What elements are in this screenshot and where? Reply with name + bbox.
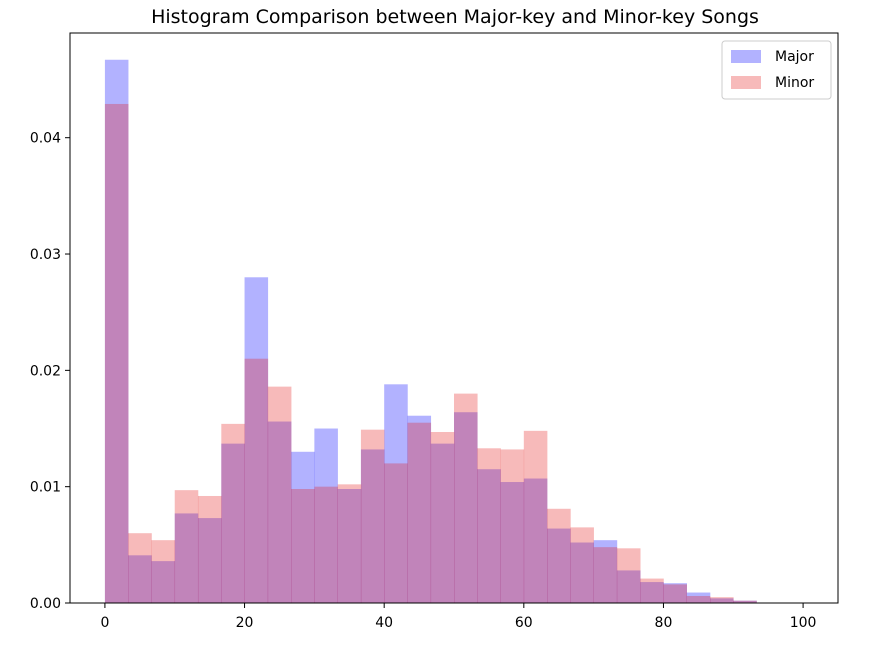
bar-minor-1 [128, 533, 152, 603]
chart-title: Histogram Comparison between Major-key a… [151, 6, 759, 28]
legend-swatch-minor [731, 76, 761, 89]
bar-minor-5 [221, 423, 245, 603]
bar-major-3 [174, 513, 199, 603]
x-tick-label-100: 100 [790, 615, 817, 631]
bar-major-9 [314, 428, 338, 603]
legend-label-major: Major [775, 49, 814, 65]
bar-major-7 [267, 421, 292, 603]
bar-major-8 [291, 451, 315, 603]
bar-major-1 [128, 555, 152, 603]
bar-major-0 [104, 59, 129, 603]
bar-minor-16 [477, 448, 501, 603]
bar-major-11 [360, 449, 385, 603]
bar-major-5 [221, 443, 245, 603]
bar-major-6 [244, 277, 269, 603]
bar-major-17 [500, 482, 525, 603]
bar-minor-24 [663, 584, 687, 603]
x-tick-label-40: 40 [375, 615, 393, 631]
y-tick-label-3: 0.03 [30, 247, 61, 263]
bar-minor-6 [244, 358, 269, 603]
bar-minor-25 [686, 596, 711, 603]
legend-label-minor: Minor [775, 75, 814, 91]
y-axis: 0.00 0.01 0.02 0.03 0.04 [30, 131, 70, 612]
bar-minor-15 [454, 393, 478, 603]
bar-minor-8 [291, 489, 315, 603]
bar-minor-11 [360, 429, 385, 603]
bar-minor-23 [640, 578, 664, 603]
bar-minor-21 [593, 547, 618, 603]
bar-minor-4 [197, 495, 222, 603]
bar-minor-10 [337, 484, 362, 603]
bar-minor-9 [314, 486, 338, 603]
x-tick-label-20: 20 [236, 615, 254, 631]
bar-major-18 [523, 478, 548, 603]
bar-minor-22 [616, 548, 641, 603]
y-tick-label-1: 0.01 [30, 480, 61, 496]
bar-major-23 [640, 582, 664, 603]
y-tick-label-2: 0.02 [30, 363, 61, 379]
x-axis: 0 20 40 60 80 100 [100, 603, 816, 631]
bar-minor-19 [547, 508, 571, 603]
bar-major-24 [663, 583, 687, 603]
bar-major-12 [384, 384, 408, 603]
bar-minor-7 [267, 386, 292, 603]
legend-swatch-major [731, 50, 761, 63]
bar-major-14 [430, 443, 455, 603]
x-tick-label-0: 0 [100, 615, 109, 631]
bar-major-25 [686, 592, 711, 603]
bar-minor-14 [430, 432, 455, 603]
bar-minor-20 [570, 527, 594, 603]
x-tick-label-60: 60 [515, 615, 533, 631]
bar-minor-13 [407, 422, 432, 603]
y-tick-label-4: 0.04 [30, 131, 61, 147]
bar-major-10 [337, 489, 362, 603]
bar-minor-26 [710, 597, 734, 603]
x-tick-label-80: 80 [655, 615, 673, 631]
legend-box [721, 40, 832, 100]
bar-minor-17 [500, 449, 525, 603]
bar-major-27 [733, 600, 757, 603]
bar-minor-27 [733, 600, 757, 603]
bar-major-21 [593, 540, 618, 603]
bar-minor-12 [384, 463, 408, 603]
bar-major-26 [710, 598, 734, 603]
bar-major-13 [407, 415, 432, 603]
bars-layer [104, 59, 757, 604]
bar-major-2 [151, 561, 176, 603]
bar-minor-18 [523, 430, 548, 603]
bar-minor-3 [174, 490, 199, 603]
bar-major-19 [547, 528, 571, 603]
bar-minor-0 [104, 103, 129, 604]
bar-major-22 [616, 570, 641, 603]
bar-major-15 [454, 412, 478, 603]
y-tick-label-0: 0.00 [30, 596, 61, 612]
bar-major-20 [570, 542, 594, 603]
bar-major-16 [477, 469, 501, 603]
bar-major-4 [197, 518, 222, 603]
legend: Major Minor [721, 40, 832, 100]
bar-minor-2 [151, 540, 176, 603]
plot-frame [69, 32, 839, 604]
